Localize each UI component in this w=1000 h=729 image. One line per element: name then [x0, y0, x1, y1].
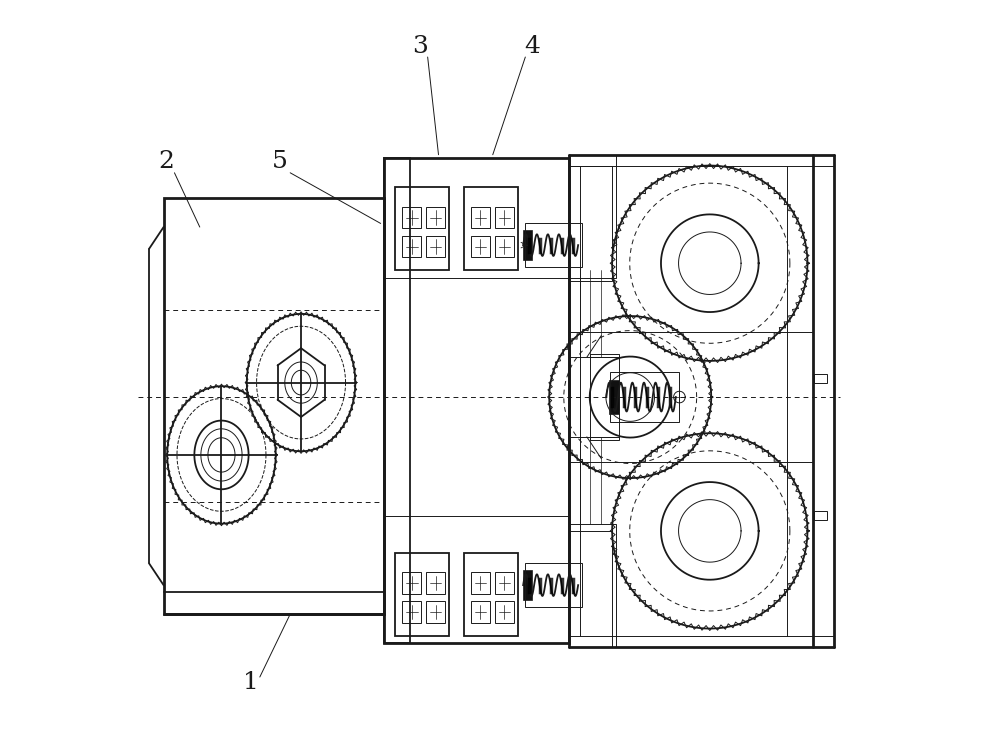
- Text: 5: 5: [271, 150, 287, 174]
- Text: 1: 1: [243, 671, 258, 694]
- Text: 2: 2: [158, 150, 174, 174]
- Text: 3: 3: [412, 35, 428, 58]
- Polygon shape: [523, 230, 532, 260]
- Polygon shape: [609, 381, 619, 413]
- Polygon shape: [523, 570, 532, 601]
- Text: 4: 4: [525, 35, 540, 58]
